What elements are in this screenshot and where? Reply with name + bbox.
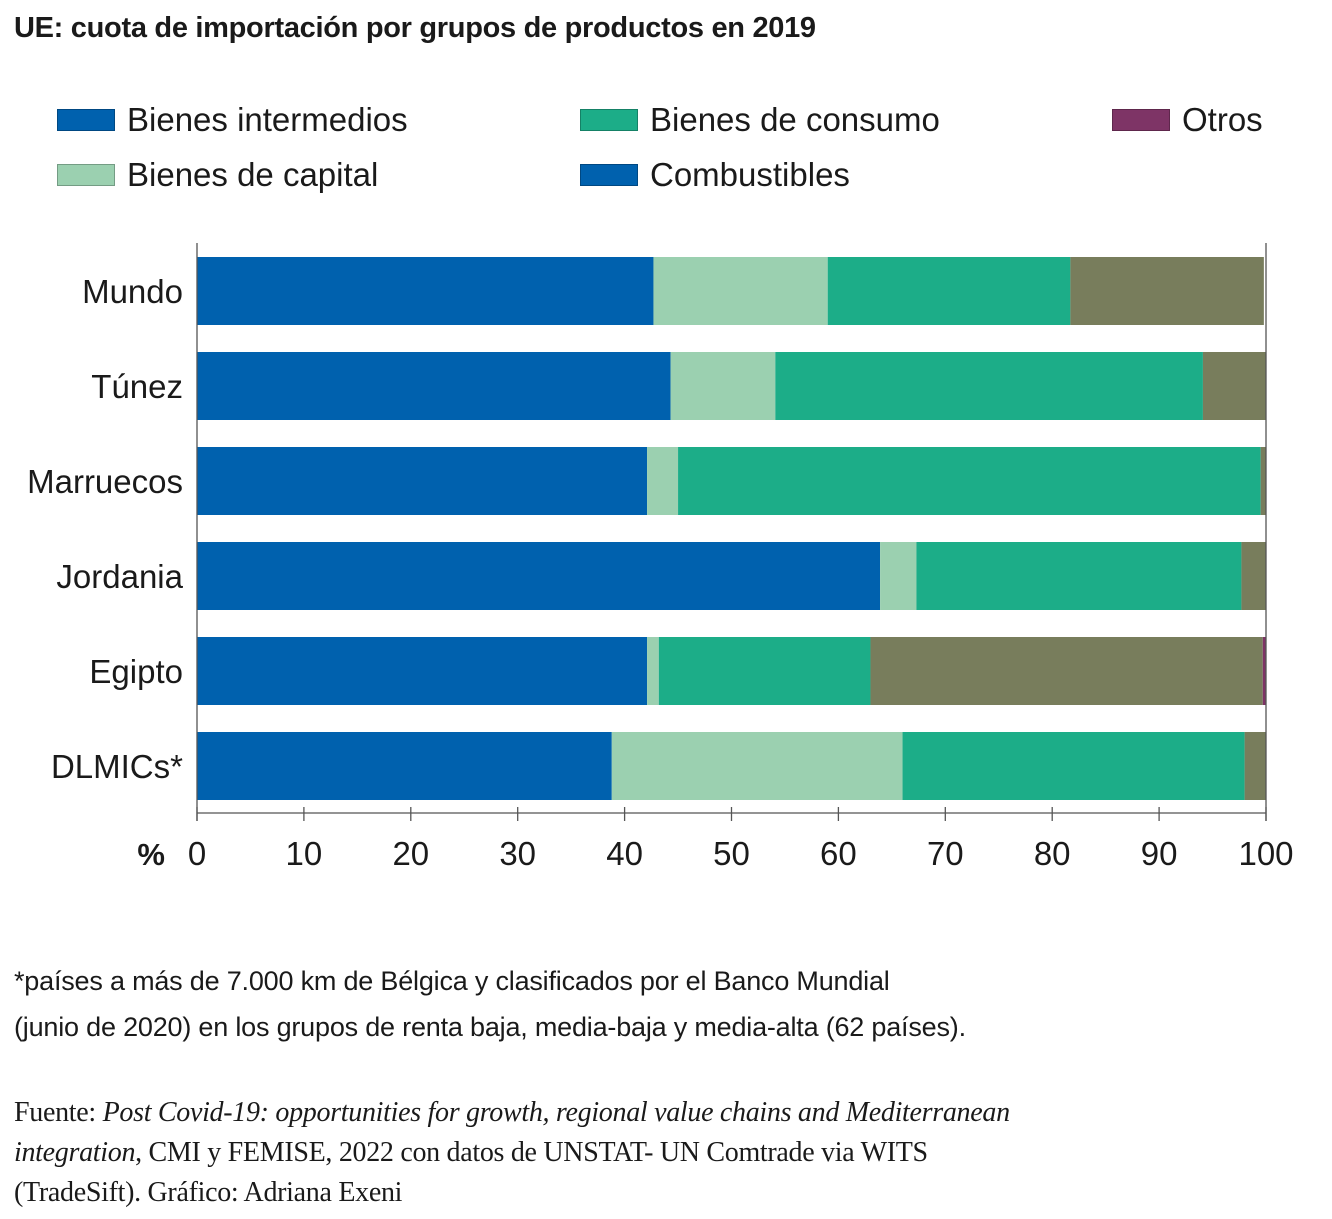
source-prefix: Fuente: — [14, 1097, 103, 1128]
source-line-3: (TradeSift). Gráfico: Adriana Exeni — [14, 1177, 403, 1208]
footnote: *países a más de 7.000 km de Bélgica y c… — [14, 958, 1314, 1050]
x-tick-label: 30 — [499, 835, 536, 872]
bar-segment-bienes-de-consumo — [658, 637, 871, 705]
bar-segment-combustibles — [870, 637, 1263, 705]
legend-item-otros: Otros — [1112, 101, 1263, 139]
x-tick-label: 50 — [713, 835, 750, 872]
bar-segment-bienes-de-capital — [611, 732, 903, 800]
source-line-2: integration, CMI y FEMISE, 2022 con dato… — [14, 1133, 1324, 1173]
legend-label: Otros — [1182, 101, 1263, 138]
legend-swatch — [1112, 109, 1170, 131]
bar-segment-bienes-de-capital — [647, 447, 679, 515]
source-title-cont: integration — [14, 1137, 136, 1168]
legend-item-bienes-de-capital: Bienes de capital — [57, 156, 378, 194]
bar-segment-bienes-de-consumo — [902, 732, 1245, 800]
source-details: , CMI y FEMISE, 2022 con datos de UNSTAT… — [135, 1137, 928, 1168]
x-tick-label: 40 — [606, 835, 643, 872]
chart-title: UE: cuota de importación por grupos de p… — [14, 12, 816, 44]
bar-segment-bienes-intermedios — [197, 637, 648, 705]
x-tick-label: 0 — [188, 835, 206, 872]
stacked-bar-chart: Mundo Túnez Marruecos Jordania Egipto DLMICs*… — [27, 243, 1294, 872]
source-credit: Fuente: Post Covid-19: opportunities for… — [14, 1093, 1324, 1213]
bar-segment-combustibles — [1260, 447, 1266, 515]
bar-segment-bienes-intermedios — [197, 542, 881, 610]
legend-item-bienes-intermedios: Bienes intermedios — [57, 101, 408, 139]
x-tick-label: 70 — [927, 835, 964, 872]
category-label: Egipto — [89, 653, 183, 690]
bar-segment-combustibles — [1241, 542, 1266, 610]
bar-segment-bienes-de-consumo — [916, 542, 1242, 610]
footnote-line-2: (junio de 2020) en los grupos de renta b… — [14, 1012, 966, 1042]
bar-segment-bienes-de-consumo — [827, 257, 1071, 325]
source-line-1: Fuente: Post Covid-19: opportunities for… — [14, 1093, 1324, 1133]
bar-segment-combustibles — [1244, 732, 1266, 800]
x-tick-label: 10 — [286, 835, 323, 872]
category-label: Mundo — [82, 273, 183, 310]
x-tick-label: 20 — [392, 835, 429, 872]
legend-item-bienes-de-consumo: Bienes de consumo — [580, 101, 940, 139]
x-tick-label: 90 — [1141, 835, 1178, 872]
bar-segment-combustibles — [1202, 352, 1266, 420]
bar-segment-bienes-intermedios — [197, 447, 648, 515]
x-tick-label: 100 — [1238, 835, 1293, 872]
legend-swatch — [57, 164, 115, 186]
x-tick-label: 80 — [1034, 835, 1071, 872]
source-title: Post Covid-19: opportunities for growth,… — [102, 1097, 1010, 1128]
bar-segment-bienes-de-capital — [670, 352, 776, 420]
bar-segment-bienes-de-consumo — [775, 352, 1203, 420]
legend-swatch — [580, 109, 638, 131]
legend-item-combustibles: Combustibles — [580, 156, 850, 194]
category-label: Túnez — [91, 368, 183, 405]
bar-segment-bienes-de-capital — [653, 257, 828, 325]
legend-label: Combustibles — [650, 156, 850, 193]
bar-segment-bienes-intermedios — [197, 257, 654, 325]
category-label: Jordania — [56, 558, 183, 595]
legend-label: Bienes de capital — [127, 156, 379, 193]
bar-segment-bienes-de-capital — [647, 637, 659, 705]
legend-label: Bienes intermedios — [127, 101, 408, 138]
bar-segment-bienes-de-consumo — [678, 447, 1261, 515]
footnote-line-1: *países a más de 7.000 km de Bélgica y c… — [14, 966, 890, 996]
legend-swatch — [57, 109, 115, 131]
x-axis-unit-label: % — [137, 837, 165, 872]
bar-segment-bienes-de-capital — [880, 542, 917, 610]
category-label: Marruecos — [27, 463, 183, 500]
category-label: DLMICs* — [51, 748, 183, 785]
x-tick-label: 60 — [820, 835, 857, 872]
bar-segment-otros — [1262, 637, 1266, 705]
bar-segment-bienes-intermedios — [197, 732, 612, 800]
legend-label: Bienes de consumo — [650, 101, 940, 138]
bar-segment-bienes-intermedios — [197, 352, 671, 420]
bar-segment-combustibles — [1070, 257, 1264, 325]
legend-swatch — [580, 164, 638, 186]
legend: Bienes intermedios Bienes de consumo Otr… — [0, 0, 1332, 210]
